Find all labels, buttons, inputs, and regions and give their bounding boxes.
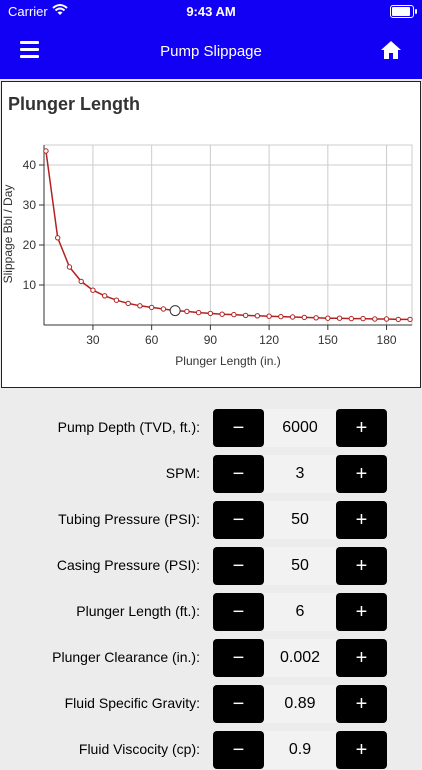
field-label: Pump Depth (TVD, ft.): [57,419,200,435]
y-axis-label: Slippage Bbl / Day [2,185,15,284]
plot-frame [43,144,413,326]
battery-icon [390,5,417,18]
decrement-button[interactable]: − [213,501,264,539]
carrier-label: Carrier [8,4,48,19]
field-value[interactable]: 6000 [264,409,336,447]
input-row: Plunger Clearance (in.): −0.002 + [0,638,422,678]
input-row: Fluid Viscocity (cp): −0.9 + [0,730,422,770]
nav-bar: Pump Slippage [0,24,422,79]
decrement-button[interactable]: − [213,455,264,493]
input-row: SPM: −3 + [0,454,422,494]
data-point [101,293,108,299]
y-tick-label: 40 [23,158,37,172]
slippage-chart: 30 60 90 120 150 180 10 20 30 40 Plunger Length (… [2,144,413,368]
field-label: Fluid Specific Gravity: [64,695,200,711]
series-line [45,150,411,321]
decrement-button[interactable]: − [213,547,264,585]
input-row: Casing Pressure (PSI): −50 + [0,546,422,586]
x-tick-label: 90 [204,333,218,347]
home-icon[interactable] [380,40,402,60]
data-point [395,316,401,323]
increment-button[interactable]: + [336,593,387,631]
field-label: Fluid Viscocity (cp): [78,741,200,757]
data-point [383,316,390,322]
increment-button[interactable]: + [336,731,387,769]
data-point [125,300,131,307]
field-value[interactable]: 0.89 [264,685,336,723]
data-point [195,309,202,316]
x-tick-label: 180 [377,333,397,347]
input-row: Tubing Pressure (PSI): −50 + [0,500,422,540]
data-point [207,310,214,317]
increment-button[interactable]: + [336,455,387,493]
page-title: Pump Slippage [160,43,262,60]
field-label: SPM: [165,465,200,481]
data-point [372,316,378,322]
increment-button[interactable]: + [336,685,387,723]
decrement-button[interactable]: − [213,409,264,447]
field-value[interactable]: 6 [264,593,336,631]
data-point [348,315,355,322]
data-point [407,316,413,323]
chart-title: Plunger Length [8,94,140,114]
increment-button[interactable]: + [336,409,387,447]
data-point [90,287,96,293]
wifi-icon [52,4,68,15]
data-point [66,264,73,270]
field-label: Plunger Clearance (in.): [52,649,200,665]
y-tick-label: 10 [23,278,37,292]
x-tick-label: 60 [145,333,159,347]
clock: 9:43 AM [186,4,236,19]
data-point [78,278,84,285]
increment-button[interactable]: + [336,547,387,585]
field-value[interactable]: 3 [264,455,336,493]
data-point [278,313,284,320]
data-point [313,315,319,321]
status-bar: Carrier 9:43 AM [0,0,422,24]
data-point [325,315,331,321]
data-point [254,313,261,319]
y-tick-label: 30 [23,198,37,212]
data-point [289,314,296,320]
data-point [336,315,343,321]
x-axis-label: Plunger Length (in.) [175,354,280,368]
x-tick-label: 150 [318,333,338,347]
data-point [360,315,366,322]
x-tick-label: 30 [86,333,100,347]
field-value[interactable]: 0.9 [264,731,336,769]
data-point [160,306,167,312]
input-row: Pump Depth (TVD, ft.): −6000 + [0,408,422,448]
increment-button[interactable]: + [336,639,387,677]
data-point [301,314,308,321]
field-label: Tubing Pressure (PSI): [58,511,200,527]
field-label: Casing Pressure (PSI): [56,557,200,573]
field-value[interactable]: 0.002 [264,639,336,677]
data-point [266,313,272,319]
highlight-marker [169,305,181,317]
field-value[interactable]: 50 [264,547,336,585]
decrement-button[interactable]: − [213,731,264,769]
input-form: Pump Depth (TVD, ft.): −6000 + SPM: −3 + Tubin… [0,388,422,769]
decrement-button[interactable]: − [213,593,264,631]
input-row: Plunger Length (ft.): −6 + [0,592,422,632]
data-point [137,303,143,309]
data-point [242,312,249,319]
chart-card: Plunger Length 30 60 90 120 150 180 10 20 30 40 P… [1,81,421,388]
data-point [231,311,237,318]
input-row: Fluid Specific Gravity: −0.89 + [0,684,422,724]
data-point [148,304,155,311]
y-tick-label: 20 [23,238,37,252]
data-point [184,308,190,315]
decrement-button[interactable]: − [213,685,264,723]
data-point [113,297,120,303]
increment-button[interactable]: + [336,501,387,539]
field-value[interactable]: 50 [264,501,336,539]
data-point [219,311,225,317]
x-tick-label: 120 [259,333,279,347]
data-point [55,235,61,241]
decrement-button[interactable]: − [213,639,264,677]
field-label: Plunger Length (ft.): [76,603,200,619]
data-point [43,148,49,154]
hamburger-icon[interactable] [20,41,40,59]
